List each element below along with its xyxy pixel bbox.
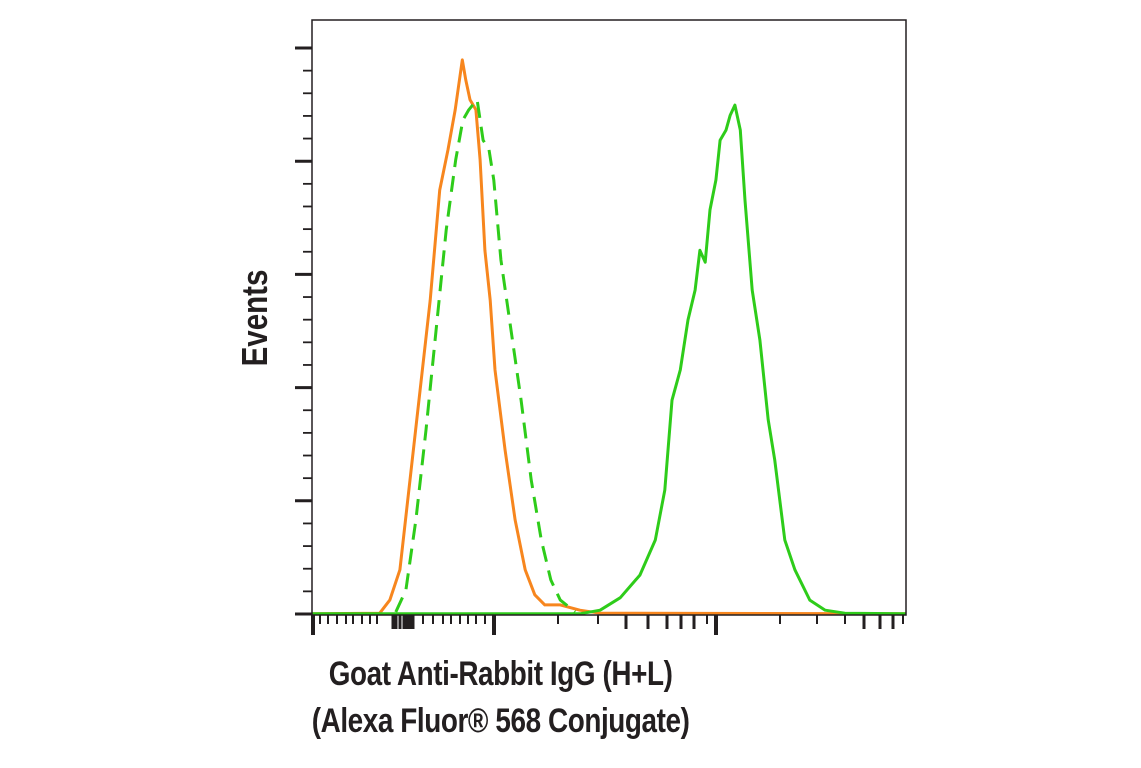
series-line-3 (312, 103, 907, 616)
x-axis-label-line1: Goat Anti-Rabbit IgG (H+L) (328, 655, 673, 693)
series-lines (311, 58, 907, 616)
axis-ticks (295, 46, 904, 635)
series-line-2 (394, 98, 577, 614)
series-line-1 (311, 58, 907, 616)
plot-frame (311, 19, 907, 616)
y-axis-label: Events (234, 269, 275, 367)
x-axis-label-line2: (Alexa Fluor® 568 Conjugate) (311, 702, 690, 740)
